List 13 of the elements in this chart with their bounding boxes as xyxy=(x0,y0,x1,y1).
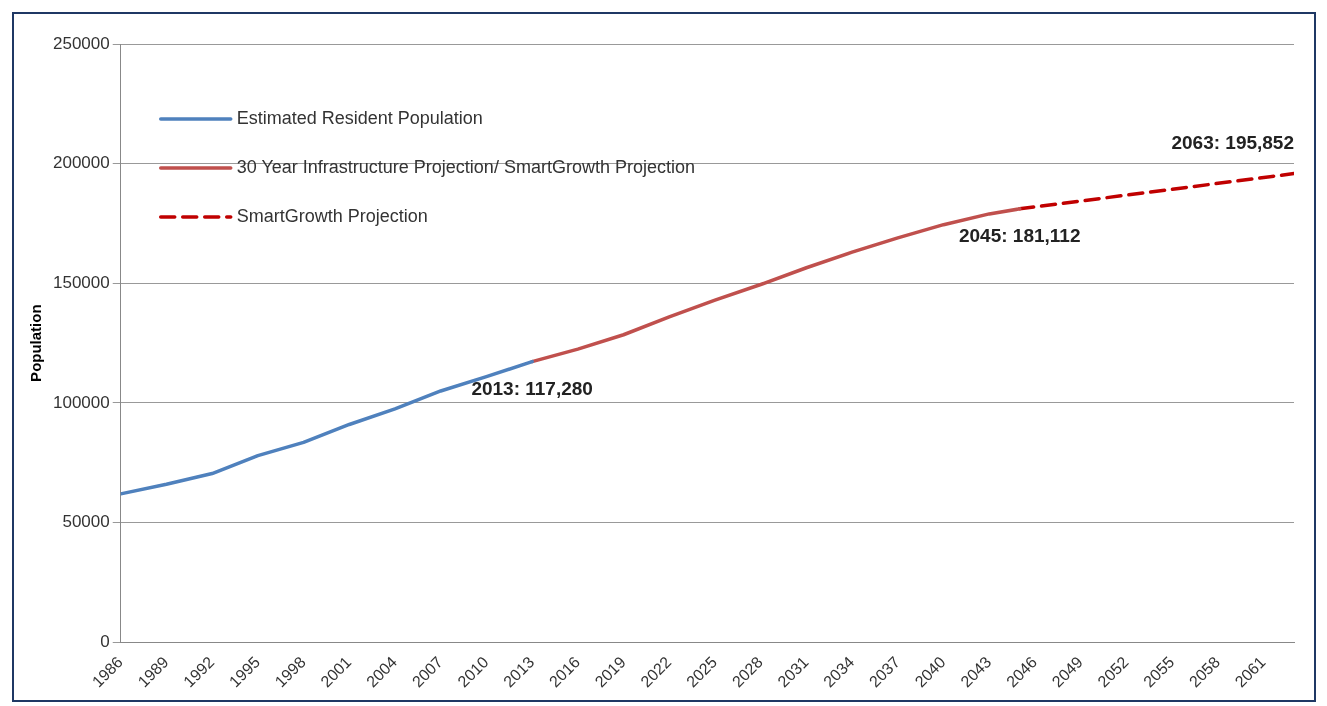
legend-label: SmartGrowth Projection xyxy=(236,205,428,226)
legend-label: 30 Year Infrastructure Projection/ SmartGrowth Projection xyxy=(236,156,695,177)
y-tick-label: 100000 xyxy=(52,392,110,412)
annotation: 2045: 181,112 xyxy=(958,225,1081,247)
y-tick-label: 150000 xyxy=(52,272,110,292)
y-axis-title: Population xyxy=(27,304,45,382)
y-tick-label: 0 xyxy=(100,631,110,651)
legend-label: Estimated Resident Population xyxy=(236,107,483,128)
y-tick-label: 50000 xyxy=(62,512,110,532)
annotation: 2013: 117,280 xyxy=(471,377,593,399)
y-tick-label: 200000 xyxy=(52,153,110,173)
annotation: 2063: 195,852 xyxy=(1171,131,1294,153)
y-tick-label: 250000 xyxy=(52,33,110,53)
